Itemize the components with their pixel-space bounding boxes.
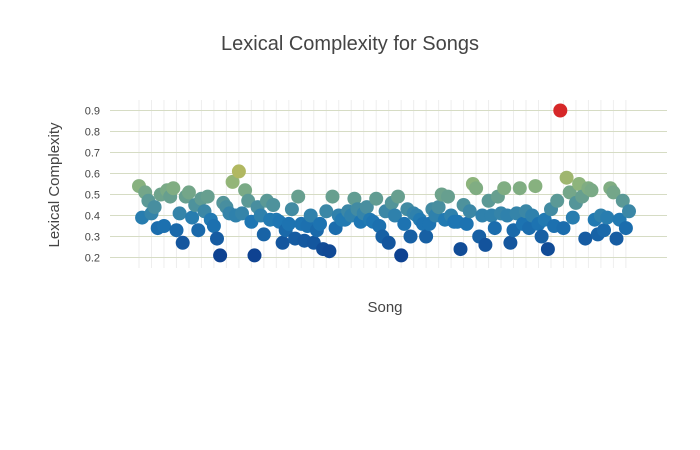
data-point[interactable] — [391, 189, 405, 204]
x-axis-title: Song — [367, 299, 402, 316]
y-axis-title: Lexical Complexity — [46, 122, 63, 248]
data-point[interactable] — [191, 223, 206, 238]
data-point[interactable] — [359, 200, 374, 215]
data-point[interactable] — [284, 202, 299, 217]
data-point[interactable] — [584, 183, 599, 198]
data-point[interactable] — [556, 221, 571, 236]
data-point[interactable] — [369, 191, 384, 206]
data-point[interactable] — [322, 244, 337, 259]
data-point[interactable] — [235, 206, 249, 221]
data-point[interactable] — [497, 181, 512, 196]
y-tick-label: 0.8 — [85, 127, 100, 139]
data-point[interactable] — [565, 210, 580, 225]
data-point[interactable] — [206, 219, 221, 233]
data-point[interactable] — [319, 204, 334, 219]
data-point[interactable] — [615, 193, 630, 208]
data-point[interactable] — [606, 185, 621, 200]
data-point[interactable] — [181, 185, 196, 200]
data-point[interactable] — [247, 248, 262, 263]
data-point[interactable] — [559, 170, 574, 185]
data-point[interactable] — [313, 216, 327, 231]
data-point[interactable] — [157, 219, 171, 233]
data-point[interactable] — [553, 103, 568, 118]
data-point[interactable] — [175, 235, 190, 250]
data-point[interactable] — [281, 216, 296, 231]
data-point[interactable] — [540, 242, 555, 257]
data-point[interactable] — [256, 227, 271, 242]
data-point[interactable] — [325, 189, 340, 204]
data-point[interactable] — [462, 204, 477, 219]
data-point[interactable] — [397, 216, 412, 231]
data-point[interactable] — [147, 200, 162, 215]
data-point[interactable] — [459, 216, 474, 231]
data-point[interactable] — [403, 229, 418, 244]
y-tick-label: 0.2 — [85, 253, 100, 265]
data-point[interactable] — [534, 229, 549, 244]
data-point[interactable] — [372, 219, 387, 233]
data-point[interactable] — [166, 181, 181, 196]
data-point[interactable] — [381, 235, 396, 250]
data-point[interactable] — [600, 210, 615, 225]
data-point[interactable] — [347, 191, 362, 206]
data-point[interactable] — [387, 208, 402, 223]
data-point[interactable] — [441, 189, 455, 204]
data-point[interactable] — [213, 248, 228, 263]
data-point[interactable] — [469, 181, 484, 196]
data-point[interactable] — [225, 174, 240, 189]
y-tick-label: 0.5 — [85, 190, 100, 202]
data-point[interactable] — [453, 242, 468, 257]
y-tick-label: 0.7 — [85, 148, 100, 160]
data-point[interactable] — [169, 223, 184, 238]
data-point[interactable] — [303, 208, 318, 223]
chart-title: Lexical Complexity for Songs — [221, 33, 479, 55]
data-point[interactable] — [562, 185, 577, 200]
data-point[interactable] — [172, 206, 187, 221]
data-point[interactable] — [210, 231, 224, 246]
data-point[interactable] — [528, 179, 543, 194]
data-point[interactable] — [238, 183, 253, 198]
data-point[interactable] — [609, 231, 624, 246]
data-point[interactable] — [185, 210, 200, 225]
data-point[interactable] — [275, 235, 290, 250]
data-point[interactable] — [622, 204, 636, 219]
data-point[interactable] — [419, 229, 434, 244]
data-point[interactable] — [578, 231, 593, 246]
y-axis-ticks: 0.2 0.3 0.4 0.5 0.6 0.7 0.8 0.9 — [85, 106, 100, 265]
y-tick-label: 0.4 — [85, 211, 100, 223]
y-tick-label: 0.6 — [85, 169, 100, 181]
data-point[interactable] — [550, 193, 565, 208]
data-point[interactable] — [503, 235, 518, 250]
data-point[interactable] — [478, 237, 493, 252]
data-point[interactable] — [618, 221, 633, 236]
data-point[interactable] — [266, 198, 281, 212]
data-point[interactable] — [200, 189, 215, 204]
data-point[interactable] — [291, 189, 306, 204]
y-tick-label: 0.9 — [85, 106, 100, 118]
y-tick-label: 0.3 — [85, 232, 100, 244]
data-point[interactable] — [394, 248, 409, 263]
data-point[interactable] — [512, 181, 527, 196]
data-point[interactable] — [487, 221, 502, 236]
data-point[interactable] — [431, 200, 446, 215]
data-point[interactable] — [231, 164, 246, 179]
data-point[interactable] — [597, 223, 611, 238]
data-points — [132, 103, 636, 263]
